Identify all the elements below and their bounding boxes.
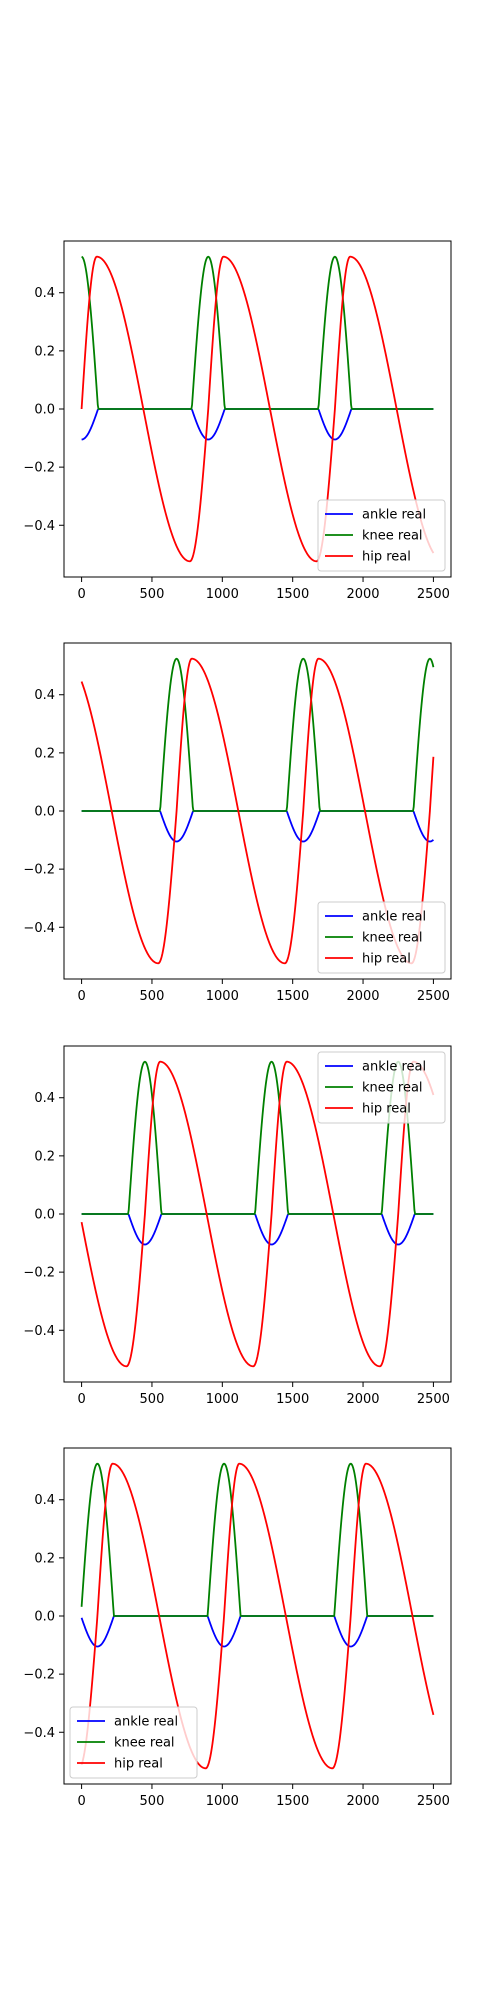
x-tick-label: 0	[77, 989, 85, 1004]
y-tick-label: 0.4	[34, 688, 55, 703]
x-tick-label: 2500	[417, 587, 450, 602]
legend-label-knee: knee real	[362, 1081, 423, 1096]
y-tick-label: 0.0	[34, 403, 55, 418]
x-tick-label: 500	[140, 587, 165, 602]
x-tick-label: 500	[140, 1794, 165, 1809]
y-tick-label: 0.4	[34, 1493, 55, 1508]
x-tick-label: 1000	[206, 1794, 239, 1809]
x-tick-label: 2500	[417, 989, 450, 1004]
y-tick-label: 0.0	[34, 1610, 55, 1625]
legend-label-ankle: ankle real	[362, 508, 426, 523]
legend: ankle real knee real hip real	[318, 500, 445, 571]
y-tick-label: −0.2	[23, 1668, 55, 1683]
x-tick-label: 2000	[346, 587, 379, 602]
y-tick-label: 0.0	[34, 805, 55, 820]
series-line-ankle	[82, 1214, 434, 1245]
x-tick-label: 1500	[276, 587, 309, 602]
x-tick-label: 1500	[276, 1392, 309, 1407]
x-tick-label: 500	[140, 1392, 165, 1407]
series-line-ankle	[82, 811, 434, 842]
legend-label-knee: knee real	[362, 529, 423, 544]
x-tick-label: 2500	[417, 1392, 450, 1407]
y-tick-label: 0.2	[34, 746, 55, 761]
y-tick-label: −0.4	[23, 1324, 55, 1339]
y-tick-label: 0.2	[34, 1551, 55, 1566]
legend-label-hip: hip real	[114, 1757, 163, 1772]
y-tick-label: −0.2	[23, 1266, 55, 1281]
chart-panel-2: 0 500 1000 1500 2000 2500 0.4 0.2 0.0 −0.2 −0.4 ank…	[23, 643, 451, 1004]
legend: ankle real knee real hip real	[70, 1707, 197, 1778]
x-tick-label: 0	[77, 587, 85, 602]
legend-label-ankle: ankle real	[114, 1715, 178, 1730]
series-line-ankle	[82, 409, 434, 440]
chart-panel-1: 0 500 1000 1500 2000 2500 0.4 0.2 0.0 −0.2 −0.4 ank…	[23, 241, 451, 602]
legend-label-knee: knee real	[114, 1736, 175, 1751]
series-line-knee	[82, 659, 434, 811]
chart-panel-4: 0 500 1000 1500 2000 2500 0.4 0.2 0.0 −0.2 −0.4 ank…	[23, 1448, 451, 1809]
x-tick-label: 2500	[417, 1794, 450, 1809]
x-tick-label: 1500	[276, 1794, 309, 1809]
y-tick-label: −0.4	[23, 1726, 55, 1741]
legend-label-hip: hip real	[362, 952, 411, 967]
x-tick-label: 0	[77, 1392, 85, 1407]
y-tick-label: 0.2	[34, 1149, 55, 1164]
y-tick-label: −0.4	[23, 519, 55, 534]
legend-label-ankle: ankle real	[362, 1060, 426, 1075]
legend: ankle real knee real hip real	[318, 902, 445, 973]
series-line-ankle	[82, 1616, 434, 1647]
y-tick-label: 0.4	[34, 286, 55, 301]
y-tick-label: 0.4	[34, 1091, 55, 1106]
x-tick-label: 1000	[206, 989, 239, 1004]
y-tick-label: 0.2	[34, 344, 55, 359]
x-tick-label: 1000	[206, 587, 239, 602]
x-tick-label: 0	[77, 1794, 85, 1809]
legend-label-hip: hip real	[362, 550, 411, 565]
x-tick-label: 2000	[346, 1392, 379, 1407]
series-line-knee	[82, 1464, 434, 1616]
x-tick-label: 2000	[346, 1794, 379, 1809]
x-tick-label: 500	[140, 989, 165, 1004]
y-tick-label: −0.4	[23, 921, 55, 936]
x-tick-label: 1500	[276, 989, 309, 1004]
chart-panel-3: 0 500 1000 1500 2000 2500 0.4 0.2 0.0 −0.2 −0.4 ank…	[23, 1046, 451, 1407]
x-tick-label: 1000	[206, 1392, 239, 1407]
y-tick-label: −0.2	[23, 461, 55, 476]
legend-label-hip: hip real	[362, 1102, 411, 1117]
y-tick-label: 0.0	[34, 1208, 55, 1223]
x-tick-label: 2000	[346, 989, 379, 1004]
legend: ankle real knee real hip real	[318, 1052, 445, 1123]
legend-label-ankle: ankle real	[362, 910, 426, 925]
y-tick-label: −0.2	[23, 863, 55, 878]
legend-label-knee: knee real	[362, 931, 423, 946]
